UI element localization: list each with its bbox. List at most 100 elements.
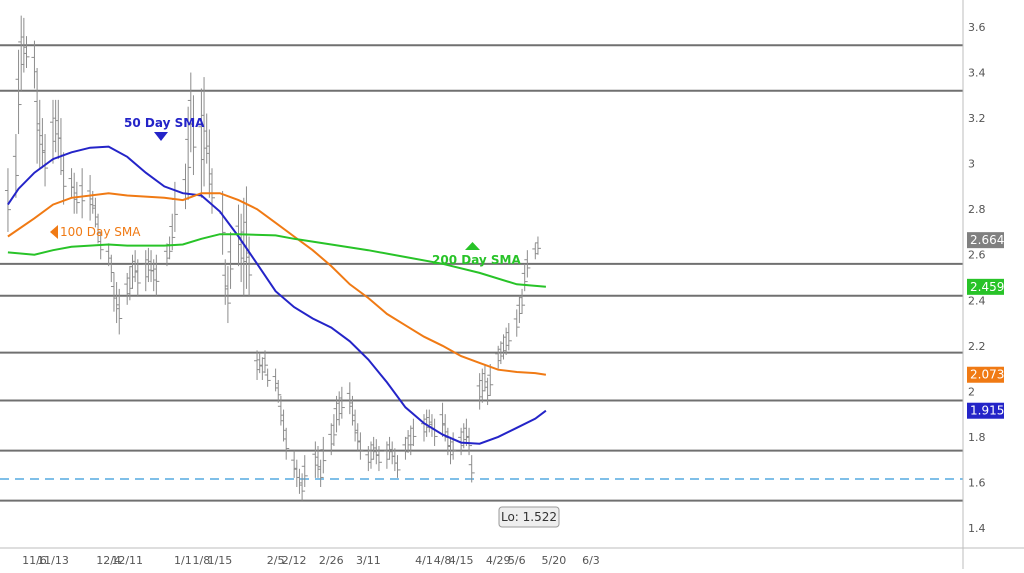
x-tick-label: 2/5	[267, 554, 285, 567]
price-bar	[301, 455, 308, 488]
y-tick-label: 1.4	[968, 522, 986, 535]
y-tick-label: 3.4	[968, 67, 986, 80]
x-tick-label: 2/26	[319, 554, 344, 567]
sma-lines	[7, 145, 547, 445]
price-bar	[169, 213, 176, 251]
x-tick-label: 4/1	[415, 554, 433, 567]
price-bar	[12, 134, 19, 198]
price-bar	[15, 49, 22, 135]
down-triangle-icon	[154, 132, 168, 141]
value-tag: 2.664	[970, 233, 1004, 247]
price-bar	[224, 266, 231, 324]
y-tick-label: 2.8	[968, 203, 986, 216]
x-tick-label: 4/8	[434, 554, 452, 567]
left-triangle-icon	[50, 225, 58, 239]
y-tick-label: 1.6	[968, 476, 986, 489]
sma-line	[7, 233, 546, 288]
price-bar	[450, 432, 457, 460]
up-triangle-icon	[465, 242, 480, 250]
price-bar	[519, 288, 526, 314]
price-bar	[338, 386, 345, 419]
price-bar	[299, 473, 306, 501]
x-tick-label: 5/6	[508, 554, 526, 567]
price-bar	[185, 106, 192, 201]
price-bar	[524, 250, 531, 278]
value-tag-box	[967, 278, 1004, 295]
price-bar	[246, 236, 253, 296]
price-bar	[410, 418, 417, 447]
price-bar	[153, 254, 160, 296]
price-bar	[108, 254, 115, 283]
price-bar	[190, 95, 197, 176]
price-bar	[134, 259, 141, 296]
price-bar	[330, 414, 337, 447]
x-tick-label: 5/20	[541, 554, 566, 567]
price-bar	[394, 455, 401, 478]
sma-line	[7, 192, 547, 376]
value-tag: 2.073	[970, 368, 1004, 382]
x-tick-label: 12/4	[96, 554, 121, 567]
price-bar	[116, 288, 123, 335]
low-label-box	[498, 506, 560, 528]
label-200-day-sma: 200 Day SMA	[432, 253, 522, 267]
price-bar	[283, 427, 290, 460]
price-bars	[4, 15, 541, 501]
price-bar	[534, 236, 541, 255]
sma-line	[7, 145, 547, 445]
y-tick-label: 3.6	[968, 21, 986, 34]
x-tick-label: 1/8	[193, 554, 211, 567]
price-bar	[4, 168, 11, 232]
price-bar	[320, 436, 327, 474]
value-tag-box	[967, 402, 1004, 419]
x-tick-label: 12/11	[111, 554, 143, 567]
y-tick-label: 2.6	[968, 249, 986, 262]
price-bar	[23, 36, 30, 68]
value-tag: 1.915	[970, 404, 1004, 418]
label-100-day-sma: 100 Day SMA	[60, 225, 141, 239]
price-bar	[487, 364, 494, 396]
y-tick-label: 2.4	[968, 294, 986, 307]
annotations: 50 Day SMA 100 Day SMA 200 Day SMA Lo: 1.52…	[50, 116, 560, 528]
price-bar	[262, 350, 268, 374]
price-bar	[79, 168, 86, 219]
y-tick-label: 3.2	[968, 112, 986, 125]
price-bar	[209, 168, 215, 214]
price-bar	[275, 379, 282, 403]
horizontal-lines	[0, 44, 963, 502]
price-bar	[505, 323, 512, 351]
x-tick-label: 4/15	[449, 554, 474, 567]
label-50-day-sma: 50 Day SMA	[124, 116, 205, 130]
value-tags: 2.664 2.459 2.073 1.915	[967, 232, 1004, 419]
low-label: Lo: 1.522	[501, 510, 557, 524]
y-tick-label: 1.8	[968, 431, 986, 444]
y-tick-label: 2	[968, 385, 975, 398]
price-bar	[466, 427, 473, 456]
x-tick-label: 1/15	[208, 554, 233, 567]
price-bar	[513, 309, 520, 337]
x-tick-label: 6/3	[582, 554, 600, 567]
value-tag: 2.459	[970, 280, 1004, 294]
price-bar	[468, 455, 475, 483]
value-tag-box	[967, 232, 1004, 249]
x-tick-label: 4/29	[486, 554, 511, 567]
y-tick-label: 2.2	[968, 340, 986, 353]
price-bar	[521, 263, 528, 292]
value-tag-box	[967, 366, 1004, 383]
price-bar	[264, 368, 271, 387]
price-bar	[227, 231, 234, 289]
x-tick-label: 11/13	[37, 554, 69, 567]
price-bar	[357, 432, 364, 460]
price-bar	[375, 446, 382, 472]
x-tick-label: 3/11	[356, 554, 381, 567]
price-bar	[60, 152, 67, 205]
price-bar	[42, 134, 49, 187]
x-tick-label: 2/12	[282, 554, 307, 567]
x-tick-label: 1/1	[174, 554, 192, 567]
price-bar	[317, 459, 324, 488]
y-tick-label: 3	[968, 158, 975, 171]
x-tick-label: 11/6	[22, 554, 47, 567]
